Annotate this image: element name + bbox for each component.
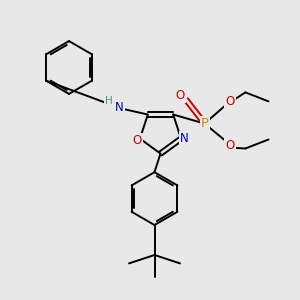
Text: O: O	[226, 94, 235, 108]
Text: O: O	[132, 134, 142, 147]
Text: H: H	[105, 96, 112, 106]
Text: O: O	[176, 88, 184, 102]
Text: N: N	[115, 101, 124, 114]
Text: P: P	[201, 117, 208, 130]
Text: O: O	[226, 139, 235, 152]
Text: N: N	[180, 132, 189, 145]
